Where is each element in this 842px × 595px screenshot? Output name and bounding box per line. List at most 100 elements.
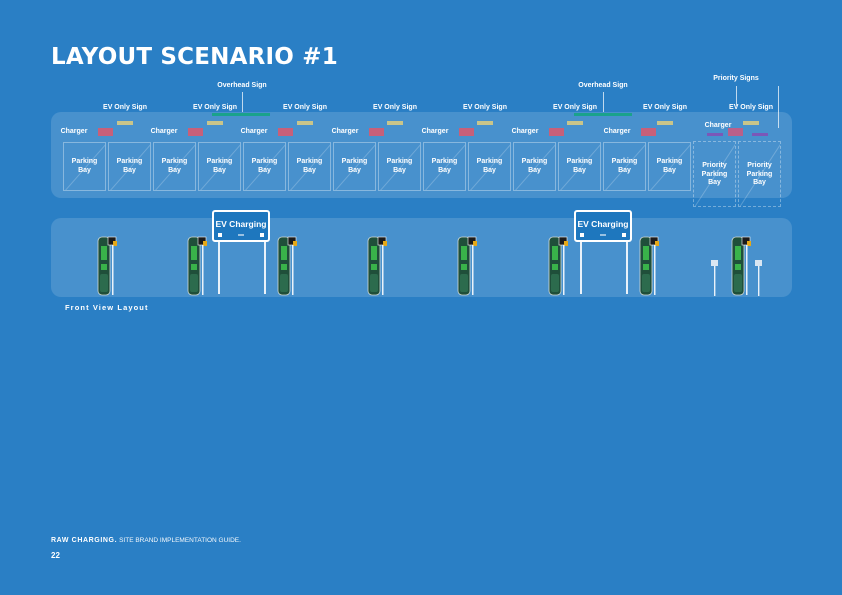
parking-bay: Parking Bay [378,142,421,191]
parking-bay: Parking Bay [63,142,106,191]
bay-label: Parking Bay [161,158,188,174]
gantry-post [264,242,266,294]
charger-unit-icon [187,236,207,296]
bay-label: Parking Bay [251,158,278,174]
ev-only-sign [567,121,583,125]
charger-unit-icon [639,236,659,296]
bay-label: Parking Bay [566,158,593,174]
charger [188,128,203,136]
ev-only-sign-label: EV Only Sign [193,104,237,111]
ev-only-sign [477,121,493,125]
parking-bay: Parking Bay [153,142,196,191]
priority-sign [707,133,723,136]
priority-signs-leader [736,86,737,106]
parking-bay: Parking Bay [558,142,601,191]
ev-charging-gantry-sign: EV Charging [212,210,270,242]
ev-only-sign-label: EV Only Sign [643,104,687,111]
ev-only-sign [657,121,673,125]
parking-bay: Parking Bay [288,142,331,191]
guide-title: SITE BRAND IMPLEMENTATION GUIDE. [119,537,241,544]
priority-sign [752,133,768,136]
bay-label: Priority Parking Bay [746,162,773,187]
gantry-strip [580,233,626,237]
charger-unit-icon [277,236,297,296]
parking-bay: Parking Bay [243,142,286,191]
priority-sign-post-icon [711,260,718,296]
charger-label: Charger [704,122,732,129]
ev-only-sign-label: EV Only Sign [553,104,597,111]
bay-label: Parking Bay [476,158,503,174]
ev-only-sign-label: EV Only Sign [283,104,327,111]
ev-only-sign [743,121,759,125]
ev-only-sign [117,121,133,125]
gantry-title: EV Charging [215,219,267,229]
brand-name: RAW CHARGING. [51,537,118,544]
bay-label: Parking Bay [611,158,638,174]
ev-only-sign [387,121,403,125]
charger [641,128,656,136]
charger-label: Charger [511,128,539,135]
priority-parking-bay: Priority Parking Bay [738,141,781,207]
ev-only-sign-label: EV Only Sign [463,104,507,111]
ev-only-sign-label: EV Only Sign [103,104,147,111]
overhead-sign-bar [574,113,632,116]
top-view-panel [51,112,792,198]
priority-signs-label: Priority Signs [713,75,759,82]
bay-label: Parking Bay [656,158,683,174]
bay-label: Parking Bay [206,158,233,174]
footer-brand: RAW CHARGING. SITE BRAND IMPLEMENTATION … [51,537,241,544]
overhead-sign-label: Overhead Sign [578,82,628,89]
front-view-panel [51,218,792,297]
bay-label: Priority Parking Bay [701,162,728,187]
ev-only-sign-label: EV Only Sign [373,104,417,111]
bay-label: Parking Bay [341,158,368,174]
parking-bay: Parking Bay [513,142,556,191]
charger [549,128,564,136]
ev-only-sign [297,121,313,125]
gantry-post [218,242,220,294]
charger-label: Charger [421,128,449,135]
ev-charging-gantry-sign: EV Charging [574,210,632,242]
charger [278,128,293,136]
ev-only-sign [207,121,223,125]
charger-label: Charger [603,128,631,135]
charger-label: Charger [60,128,88,135]
bay-label: Parking Bay [71,158,98,174]
priority-sign-post-icon [755,260,762,296]
gantry-title: EV Charging [577,219,629,229]
priority-signs-leader [778,86,779,128]
parking-bay: Parking Bay [468,142,511,191]
page-number: 22 [51,551,60,560]
charger-unit-icon [548,236,568,296]
overhead-sign-leader [242,92,243,112]
parking-bay: Parking Bay [108,142,151,191]
gantry-post [626,242,628,294]
bay-label: Parking Bay [386,158,413,174]
charger [98,128,113,136]
overhead-sign-label: Overhead Sign [217,82,267,89]
parking-bay: Parking Bay [603,142,646,191]
charger-unit-icon [457,236,477,296]
charger [728,128,743,136]
charger [459,128,474,136]
charger-label: Charger [150,128,178,135]
bay-label: Parking Bay [521,158,548,174]
bay-label: Parking Bay [116,158,143,174]
parking-bay: Parking Bay [333,142,376,191]
parking-bay: Parking Bay [423,142,466,191]
overhead-sign-leader [603,92,604,112]
charger-unit-icon [97,236,117,296]
gantry-strip [218,233,264,237]
bay-label: Parking Bay [296,158,323,174]
charger-label: Charger [240,128,268,135]
parking-bay: Parking Bay [648,142,691,191]
charger-unit-icon [367,236,387,296]
charger-unit-icon [731,236,751,296]
overhead-sign-bar [212,113,270,116]
gantry-post [580,242,582,294]
front-view-label: Front View Layout [65,303,149,312]
charger [369,128,384,136]
bay-label: Parking Bay [431,158,458,174]
parking-bay: Parking Bay [198,142,241,191]
priority-parking-bay: Priority Parking Bay [693,141,736,207]
